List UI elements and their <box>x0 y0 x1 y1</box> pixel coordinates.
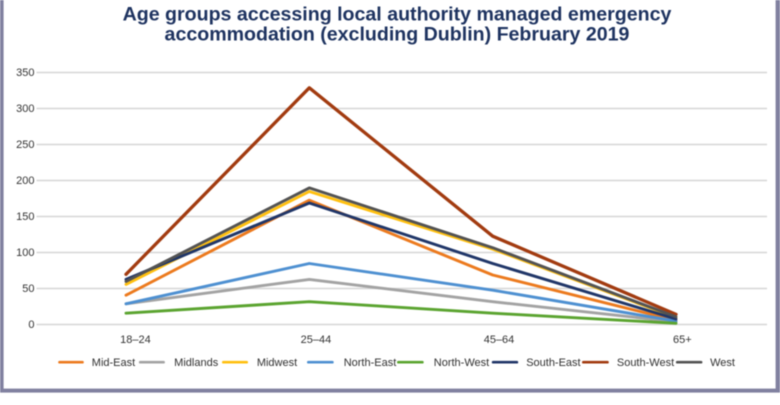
svg-text:South-East: South-East <box>526 357 580 369</box>
svg-text:Midwest: Midwest <box>257 357 297 369</box>
svg-text:45–64: 45–64 <box>484 334 515 346</box>
svg-text:18–24: 18–24 <box>120 334 151 346</box>
svg-text:Mid-East: Mid-East <box>92 357 135 369</box>
svg-text:North-East: North-East <box>344 357 397 369</box>
svg-text:South-West: South-West <box>617 357 674 369</box>
svg-text:0: 0 <box>28 319 34 331</box>
svg-text:200: 200 <box>16 175 34 187</box>
svg-text:50: 50 <box>22 283 34 295</box>
svg-text:accommodation (excluding Dubli: accommodation (excluding Dublin) Februar… <box>165 24 630 46</box>
svg-text:North-West: North-West <box>434 357 489 369</box>
svg-text:250: 250 <box>16 139 34 151</box>
svg-text:65+: 65+ <box>673 334 692 346</box>
svg-text:350: 350 <box>16 67 34 79</box>
svg-text:West: West <box>710 357 735 369</box>
svg-text:100: 100 <box>16 247 34 259</box>
svg-text:Age groups accessing local aut: Age groups accessing local authority man… <box>123 3 672 25</box>
svg-text:300: 300 <box>16 103 34 115</box>
svg-text:25–44: 25–44 <box>301 334 332 346</box>
svg-text:150: 150 <box>16 211 34 223</box>
svg-text:Midlands: Midlands <box>174 357 219 369</box>
